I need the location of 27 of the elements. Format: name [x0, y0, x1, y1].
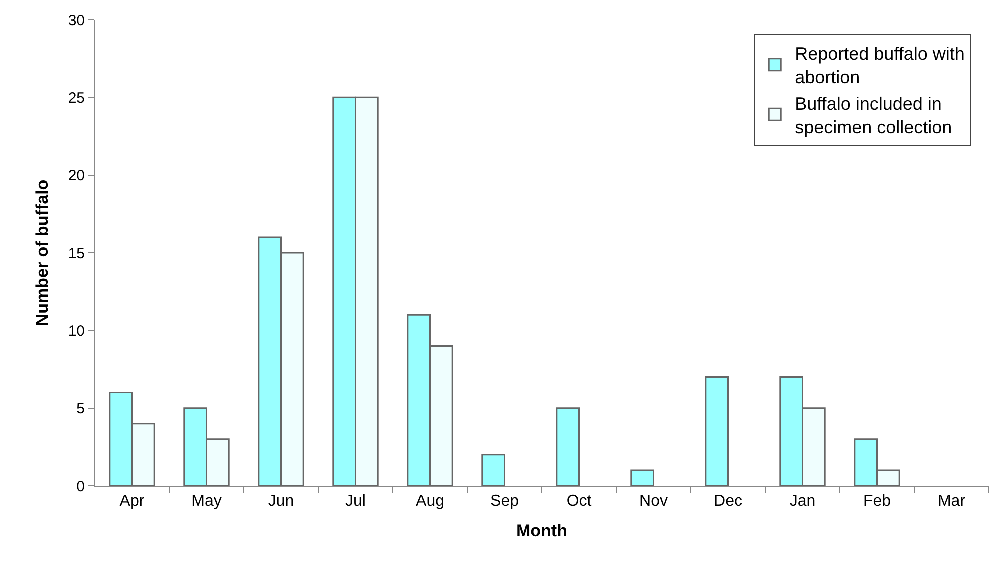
y-tick-label: 5 [76, 400, 85, 418]
bar [556, 408, 580, 486]
x-axis-title: Month [516, 522, 568, 541]
y-axis-title: Number of buffalo [32, 180, 52, 326]
x-tick-label: Aug [416, 493, 444, 510]
x-tick-label: Nov [640, 493, 668, 510]
y-tick-label: 30 [68, 12, 85, 30]
y-tick-label: 20 [68, 168, 85, 185]
x-tick-label: Apr [120, 493, 146, 510]
legend-label: Buffalo included in specimen collection [795, 94, 952, 138]
x-tick-label: Feb [863, 493, 892, 510]
x-tick-label: Oct [566, 493, 592, 510]
x-tick-label: Jan [790, 493, 816, 510]
bar [482, 454, 506, 486]
x-tick-label: Jul [346, 493, 366, 510]
x-tick-label: Dec [714, 493, 742, 510]
y-tick-label: 15 [68, 245, 85, 262]
y-tick-label: 0 [76, 478, 85, 496]
y-tick-label: 25 [68, 90, 85, 107]
bar [630, 470, 654, 486]
x-tick-label: Mar [938, 493, 966, 510]
x-tick-label: Jun [268, 493, 294, 510]
y-tick-label: 10 [68, 322, 85, 340]
legend-label: Reported buffalo with abortion [795, 44, 965, 88]
x-tick-label: Sep [490, 493, 520, 510]
x-tick-label: May [192, 493, 222, 510]
bar [705, 376, 729, 486]
